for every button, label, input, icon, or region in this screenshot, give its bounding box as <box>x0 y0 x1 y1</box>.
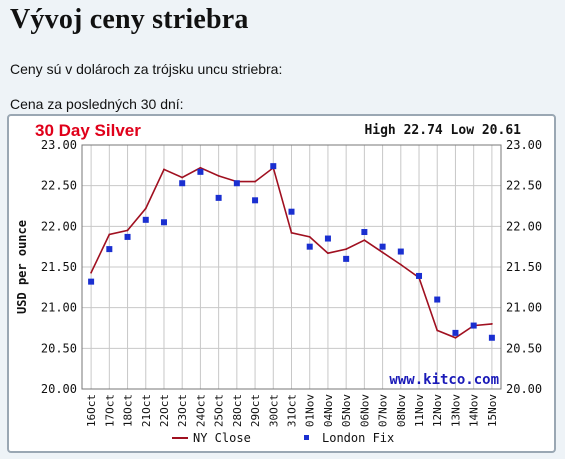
ny-close-point <box>327 252 329 255</box>
y-tick-label-left: 23.00 <box>41 138 77 152</box>
x-tick-label: 25Oct <box>213 394 226 427</box>
ny-close-point <box>436 329 439 332</box>
x-tick-label: 18Oct <box>122 394 135 427</box>
london-fix-marker <box>179 180 186 187</box>
legend-label-london-fix: London Fix <box>322 431 394 445</box>
london-fix-marker <box>106 246 113 253</box>
london-fix-marker <box>488 334 495 341</box>
y-tick-label-right: 21.50 <box>506 260 542 274</box>
ny-close-point <box>490 323 493 325</box>
silver-price-chart: 20.00 20.00 20.50 20.50 21.00 21.00 21.50 21.50… <box>15 121 542 445</box>
london-fix-marker <box>452 329 459 336</box>
y-axis-title: USD per ounce <box>15 220 29 314</box>
london-fix-marker <box>233 180 240 187</box>
london-fix-marker <box>88 278 95 285</box>
x-tick-label: 28Oct <box>231 394 244 427</box>
y-tick-label-left: 22.00 <box>41 219 77 233</box>
x-tick-label: 22Oct <box>158 394 171 427</box>
london-fix-marker <box>470 322 477 329</box>
x-tick-label: 13Nov <box>449 394 462 427</box>
ny-close-point <box>399 263 402 266</box>
ny-close-point <box>454 336 457 339</box>
high-low-readout: High 22.74 Low 20.61 <box>364 123 521 138</box>
london-fix-marker <box>270 163 277 170</box>
chart-title: 30 Day Silver <box>35 121 141 140</box>
london-fix-marker <box>343 255 350 262</box>
london-fix-marker <box>142 216 149 223</box>
ny-close-point <box>108 233 111 236</box>
ny-close-point <box>290 231 293 234</box>
y-tick-label-left: 22.50 <box>41 179 77 193</box>
y-tick-label-right: 22.50 <box>506 179 542 193</box>
intro-text: Ceny sú v dolároch za trójsku uncu strie… <box>10 61 283 77</box>
london-fix-marker <box>215 194 222 201</box>
x-tick-label: 29Oct <box>249 394 262 427</box>
london-fix-marker <box>160 219 167 226</box>
london-fix-marker <box>124 233 131 240</box>
x-tick-label: 17Oct <box>103 394 116 427</box>
ny-close-point <box>181 176 184 179</box>
x-tick-label: 14Nov <box>468 394 481 427</box>
ny-close-point <box>144 207 147 210</box>
y-tick-label-right: 23.00 <box>506 138 542 152</box>
london-fix-marker <box>306 243 313 250</box>
london-fix-marker <box>288 208 295 215</box>
ny-close-point <box>163 168 165 171</box>
y-tick-label-right: 20.50 <box>506 341 542 355</box>
y-tick-label-left: 20.50 <box>41 341 77 355</box>
x-tick-label: 12Nov <box>431 394 444 427</box>
x-tick-label: 21Oct <box>140 394 153 427</box>
ny-close-point <box>90 271 93 274</box>
ny-close-point <box>345 248 348 251</box>
x-tick-label: 31Oct <box>286 394 299 427</box>
x-tick-label: 04Nov <box>322 394 335 427</box>
period-heading: Cena za posledných 30 dní: <box>10 96 184 112</box>
y-tick-label-left: 21.50 <box>41 260 77 274</box>
london-fix-marker <box>324 235 331 242</box>
y-tick-label-left: 20.00 <box>41 382 77 396</box>
x-tick-label: 16Oct <box>85 394 98 427</box>
chart-panel: 20.00 20.00 20.50 20.50 21.00 21.00 21.50 21.50… <box>7 114 556 453</box>
y-tick-label-right: 21.00 <box>506 301 542 315</box>
ny-close-point <box>126 229 129 232</box>
y-tick-label-right: 20.00 <box>506 382 542 396</box>
x-tick-label: 05Nov <box>340 394 353 427</box>
ny-close-point <box>308 236 311 238</box>
kitco-watermark: www.kitco.com <box>389 372 499 388</box>
x-tick-label: 11Nov <box>413 394 426 427</box>
x-tick-label: 01Nov <box>304 394 317 427</box>
london-fix-marker <box>197 168 204 175</box>
x-tick-label: 23Oct <box>176 394 189 427</box>
page-title: Vývoj ceny striebra <box>10 4 249 35</box>
london-fix-marker <box>397 248 404 255</box>
plot-border <box>81 144 502 390</box>
x-tick-label: 24Oct <box>194 394 207 427</box>
ny-close-point <box>363 239 366 242</box>
y-tick-label-left: 21.00 <box>41 301 77 315</box>
london-fix-marker <box>434 296 441 303</box>
london-fix-marker <box>416 272 423 279</box>
x-tick-label: 08Nov <box>395 394 408 427</box>
y-tick-label-right: 22.00 <box>506 219 542 233</box>
london-fix-marker <box>252 197 259 204</box>
ny-close-point <box>217 175 220 177</box>
ny-close-point <box>254 180 256 183</box>
london-fix-marker <box>361 229 368 236</box>
legend-swatch-london-fix <box>304 435 309 440</box>
ny-close-point <box>199 166 202 169</box>
x-tick-label: 15Nov <box>486 394 499 427</box>
london-fix-marker <box>379 243 386 250</box>
legend-label-ny-close: NY Close <box>193 431 251 445</box>
x-tick-label: 30Oct <box>267 394 280 427</box>
x-tick-label: 07Nov <box>377 394 390 427</box>
ny-close-point <box>381 251 384 254</box>
x-tick-label: 06Nov <box>358 394 371 427</box>
